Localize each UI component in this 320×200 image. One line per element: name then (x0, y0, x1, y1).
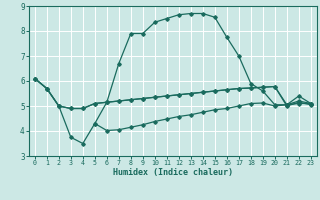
X-axis label: Humidex (Indice chaleur): Humidex (Indice chaleur) (113, 168, 233, 177)
